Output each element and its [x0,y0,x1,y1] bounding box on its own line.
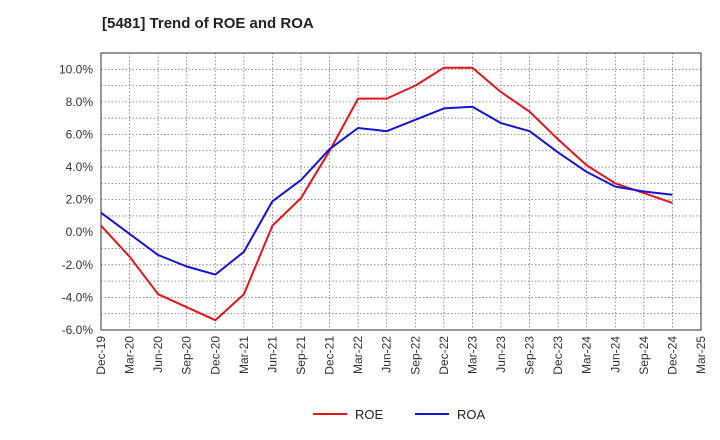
x-tick-label: Dec-19 [94,336,108,375]
x-tick-label: Sep-21 [294,336,308,375]
x-tick-label: Dec-23 [551,336,565,375]
y-tick-label: 10.0% [59,62,93,76]
x-tick-label: Jun-22 [380,336,394,373]
y-tick-label: 4.0% [66,160,94,174]
x-tick-label: Mar-23 [465,336,479,374]
x-tick-label: Jun-20 [151,336,165,373]
x-tick-label: Sep-24 [637,336,651,375]
y-axis-ticks: -6.0% -4.0% -2.0% 0.0% 2.0% 4.0% 6.0% 8.0% 10.0% [59,62,93,337]
grid-lines [100,52,702,331]
x-tick-label: Sep-20 [180,336,194,375]
x-tick-label: Mar-25 [694,336,708,374]
x-tick-label: Mar-24 [580,336,594,374]
y-tick-label: 0.0% [66,225,94,239]
x-tick-label: Mar-21 [237,336,251,374]
series-lines [100,66,673,322]
y-tick-label: -6.0% [62,323,94,337]
x-tick-label: Jun-24 [608,336,622,373]
legend: ROE ROA [313,407,486,422]
x-tick-label: Mar-22 [351,336,365,374]
y-tick-label: 6.0% [66,127,94,141]
x-tick-label: Dec-24 [665,336,679,375]
x-tick-label: Dec-22 [437,336,451,375]
y-tick-label: -2.0% [62,258,94,272]
legend-label-roe: ROE [355,407,384,422]
x-tick-label: Dec-20 [208,336,222,375]
x-tick-label: Jun-23 [494,336,508,373]
series-line-roa [100,105,673,276]
y-tick-label: 2.0% [66,193,94,207]
x-tick-label: Jun-21 [265,336,279,373]
x-tick-label: Sep-22 [408,336,422,375]
y-tick-label: 8.0% [66,95,94,109]
chart-title: [5481] Trend of ROE and ROA [102,15,314,32]
series-line-roe [100,66,673,322]
x-tick-label: Dec-21 [323,336,337,375]
x-tick-label: Mar-20 [123,336,137,374]
legend-label-roa: ROA [457,407,486,422]
x-axis-ticks: Dec-19 Mar-20 Jun-20 Sep-20 Dec-20 Mar-21 Jun-… [94,336,708,375]
y-tick-label: -4.0% [62,290,94,304]
x-tick-label: Sep-23 [523,336,537,375]
plot-frame [100,52,702,331]
